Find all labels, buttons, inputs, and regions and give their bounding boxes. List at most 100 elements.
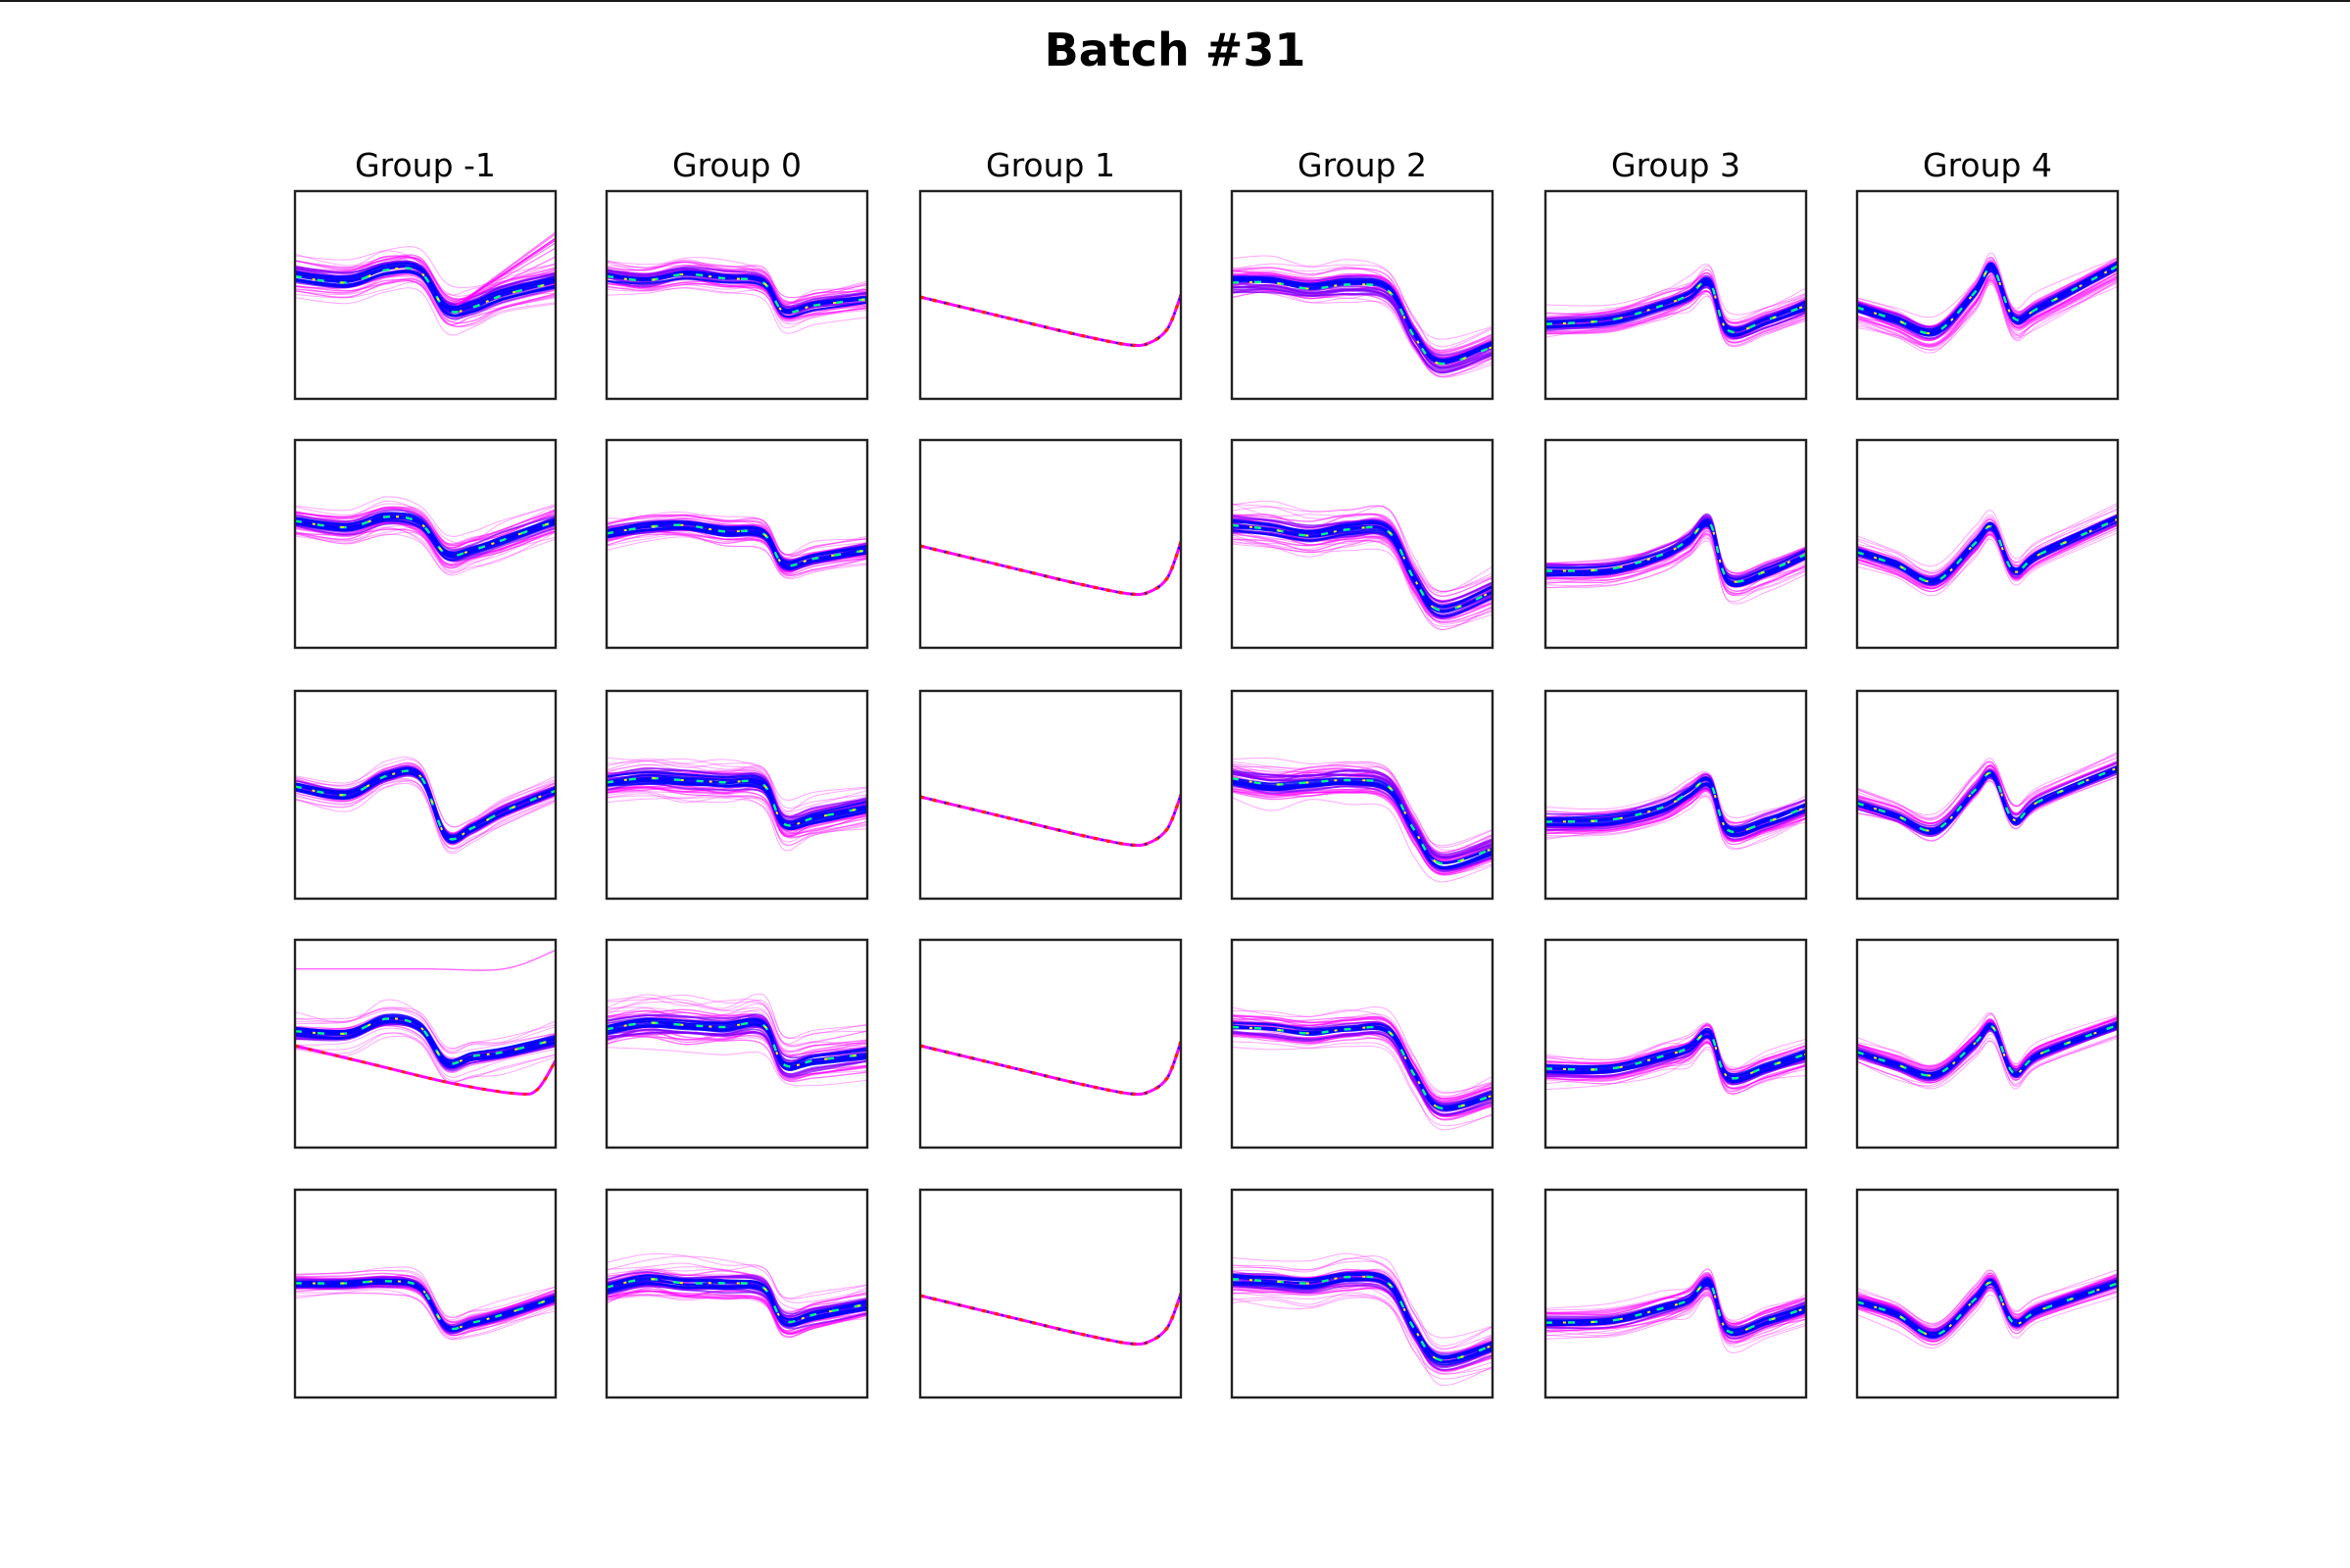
trajectory-line — [607, 1010, 867, 1056]
panel-frame — [1543, 1188, 1808, 1399]
trajectory-line — [295, 782, 556, 855]
trajectory-line — [607, 760, 867, 809]
trajectory-line — [1232, 504, 1493, 594]
group-title-minus-1: Group -1 — [355, 146, 496, 184]
trajectory-line — [1232, 289, 1493, 371]
panel-frame — [1230, 189, 1494, 401]
trajectory-line — [295, 1282, 556, 1333]
trajectory-density-marks — [920, 1041, 1181, 1097]
trajectory-line — [1232, 1297, 1493, 1380]
trajectory-line — [295, 1035, 556, 1082]
trajectory-peak-density — [1545, 520, 1806, 583]
trajectory-line — [295, 1015, 556, 1062]
trajectory-line — [1232, 506, 1493, 592]
trajectory-line — [607, 787, 867, 839]
panel-frame — [918, 1188, 1183, 1399]
trajectory-line — [1545, 776, 1806, 831]
trajectory-line — [1545, 265, 1806, 320]
trajectory-line — [1545, 784, 1806, 838]
trajectory-line — [1232, 781, 1493, 869]
trajectory-peak-density — [1232, 280, 1493, 366]
trajectory-density-marks — [920, 294, 1181, 348]
trajectory-line — [1545, 272, 1806, 323]
trajectory-line — [1545, 770, 1806, 818]
panel-frame — [293, 438, 558, 650]
trajectory-line — [1857, 508, 2118, 572]
panel-frame — [1855, 938, 2120, 1150]
trajectory-line — [1857, 1016, 2118, 1072]
trajectory-line — [607, 282, 867, 320]
trajectory-line — [295, 1266, 556, 1321]
trajectory-line — [1545, 283, 1806, 337]
trajectory-peak-density — [607, 523, 867, 567]
panel-frame — [1230, 1188, 1494, 1399]
trajectory-line — [1545, 1293, 1806, 1345]
trajectory-line — [1545, 264, 1806, 316]
trajectory-line — [1545, 290, 1806, 344]
trajectory-line — [1545, 523, 1806, 587]
panel-g0-r2 — [607, 511, 867, 580]
trajectory-line — [1545, 1046, 1806, 1095]
trajectory-peak-density — [607, 1021, 867, 1068]
trajectory-line — [920, 1041, 1181, 1097]
trajectory-line — [1545, 276, 1806, 330]
group-title-0: Group 0 — [672, 146, 802, 184]
trajectory-line — [920, 541, 1181, 597]
trajectory-line — [607, 1281, 867, 1327]
trajectory-line — [1857, 775, 2118, 842]
trajectory-line — [1545, 1295, 1806, 1344]
trajectory-line — [920, 794, 1181, 848]
panel-frame — [1543, 189, 1808, 401]
trajectory-line — [1545, 1042, 1806, 1089]
trajectory-line — [295, 246, 556, 289]
trajectory-line — [295, 1021, 556, 1069]
trajectory-line — [295, 270, 556, 317]
trajectory-peak-density — [1545, 779, 1806, 834]
trajectory-line — [295, 1007, 556, 1050]
trajectory-line — [607, 1283, 867, 1327]
trajectory-line — [607, 534, 867, 578]
trajectory-line — [295, 281, 556, 328]
trajectory-line — [1545, 1294, 1806, 1353]
trajectory-line — [607, 533, 867, 576]
panel-frame — [918, 938, 1183, 1150]
panel-g0-r4 — [607, 993, 867, 1087]
trajectory-peak-density — [295, 1279, 556, 1331]
trajectory-line — [1232, 536, 1493, 625]
trajectory-line — [607, 1255, 867, 1299]
panel-frame — [605, 1188, 869, 1399]
trajectory-line — [1232, 1005, 1493, 1094]
trajectory-line — [607, 785, 867, 834]
trajectory-peak-density — [1857, 1281, 2118, 1337]
trajectory-line — [295, 287, 556, 336]
trajectory-line — [295, 527, 556, 569]
trajectory-line — [607, 780, 867, 831]
panel-g4-r2 — [1857, 502, 2118, 597]
panel-g-1-r5 — [295, 1266, 556, 1341]
trajectory-line — [1857, 752, 2118, 820]
trajectory-line — [1232, 285, 1493, 369]
trajectory-line — [607, 514, 867, 561]
trajectory-line — [1857, 757, 2118, 821]
panel-frame — [918, 189, 1183, 401]
trajectory-line — [607, 793, 867, 847]
panel-frame — [605, 438, 869, 650]
trajectory-line — [1857, 1034, 2118, 1088]
panel-g1-r1 — [920, 294, 1181, 348]
panel-g3-r1 — [1545, 264, 1806, 348]
panel-g2-r3 — [1232, 757, 1493, 883]
trajectory-peak-density — [1857, 517, 2118, 583]
trajectory-line — [607, 514, 867, 556]
trajectory-peak-density — [295, 515, 556, 558]
panel-frame — [605, 689, 869, 901]
trajectory-line — [295, 759, 556, 828]
trajectory-line — [1857, 1269, 2118, 1325]
trajectory-line — [295, 1293, 556, 1339]
trajectory-line — [1232, 1292, 1493, 1375]
trajectory-line — [607, 277, 867, 318]
panel-g4-r5 — [1857, 1269, 2118, 1348]
trajectory-line — [295, 780, 556, 853]
trajectory-line — [295, 262, 556, 309]
panel-frame — [1855, 1188, 2120, 1399]
